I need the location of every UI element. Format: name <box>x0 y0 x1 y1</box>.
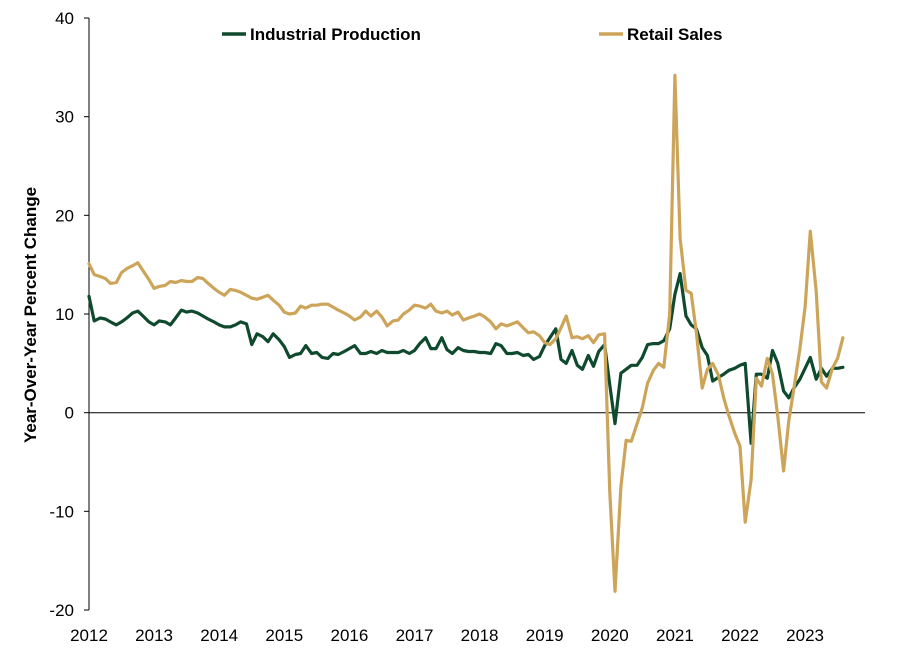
x-tick-label: 2015 <box>265 626 303 645</box>
x-tick-label: 2012 <box>70 626 108 645</box>
series-line-retail-sales <box>87 73 845 593</box>
x-tick-label: 2014 <box>200 626 238 645</box>
y-ticks: 40 30 20 10 0 -10 -20 <box>49 9 89 620</box>
y-tick-label: -20 <box>49 601 74 620</box>
x-tick-label: 2019 <box>526 626 564 645</box>
x-tick-label: 2018 <box>461 626 499 645</box>
x-tick-label: 2020 <box>591 626 629 645</box>
x-ticks: 2012 2013 2014 2015 2016 2017 2018 2019 … <box>70 626 824 645</box>
y-tick-label: -10 <box>49 502 74 521</box>
y-tick-label: 30 <box>55 108 74 127</box>
x-tick-label: 2013 <box>135 626 173 645</box>
y-tick-label: 40 <box>55 9 74 28</box>
x-tick-label: 2023 <box>786 626 824 645</box>
legend-label-retail-sales: Retail Sales <box>627 25 722 44</box>
x-tick-label: 2022 <box>721 626 759 645</box>
y-axis-title: Year-Over-Year Percent Change <box>21 187 40 443</box>
x-tick-label: 2016 <box>330 626 368 645</box>
y-tick-label: 20 <box>55 206 74 225</box>
y-tick-label: 0 <box>65 404 74 423</box>
x-tick-label: 2021 <box>656 626 694 645</box>
y-tick-label: 10 <box>55 305 74 324</box>
legend: Industrial Production Retail Sales <box>222 25 722 44</box>
x-tick-label: 2017 <box>396 626 434 645</box>
legend-label-industrial-production: Industrial Production <box>250 25 421 44</box>
